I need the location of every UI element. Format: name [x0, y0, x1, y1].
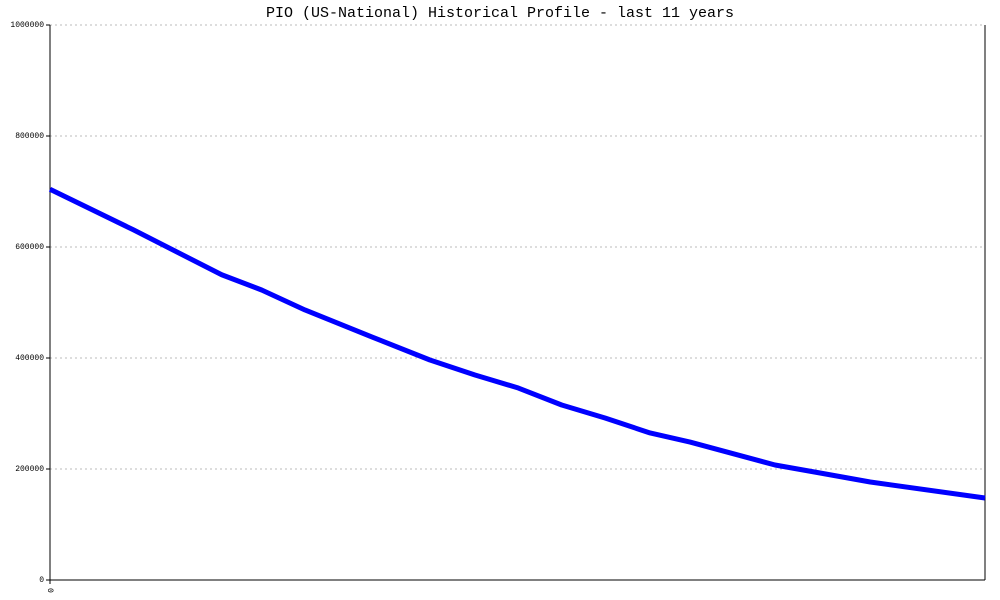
- x-tick-label: 0: [45, 588, 54, 593]
- y-tick-label: 600000: [15, 243, 44, 252]
- chart-title: PIO (US-National) Historical Profile - l…: [266, 5, 734, 22]
- y-tick-label: 0: [39, 576, 44, 585]
- data-line: [48, 187, 986, 501]
- y-tick-label: 1000000: [10, 21, 44, 30]
- y-tick-label: 200000: [15, 465, 44, 474]
- y-tick-label: 800000: [15, 132, 44, 141]
- y-tick-label: 400000: [15, 354, 44, 363]
